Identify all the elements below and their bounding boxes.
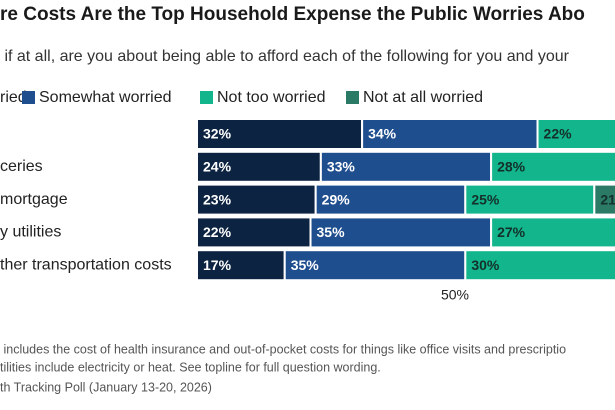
legend-label: Somewhat worried [39,89,172,106]
bar-segment [536,118,615,150]
value-label: 29% [322,191,351,207]
bar-segment [319,150,493,183]
chart-title: re Costs Are the Top Household Expense t… [0,4,585,25]
value-label: 21% [600,191,615,207]
value-label: 24% [203,159,232,175]
value-label: 34% [368,126,397,142]
value-label: 28% [497,159,526,175]
bar-segment [490,150,615,183]
bar-segment [196,150,322,183]
bar-segment [464,249,615,282]
bar-segment [309,216,493,249]
bar-segment [283,249,467,282]
value-label: 30% [471,257,500,273]
bar-segment [361,118,539,150]
category-label: ther transportation costs [0,256,172,273]
legend-label: ried [0,89,27,106]
value-label: 23% [203,191,232,207]
bar-segment [593,183,615,216]
category-label: ceries [0,158,43,175]
footnote: th Tracking Poll (January 13-20, 2026) [0,380,212,394]
legend-swatch [22,91,35,104]
value-label: 33% [327,159,356,175]
value-label: 27% [497,224,526,240]
bar-segment [490,216,615,249]
value-label: 35% [317,224,346,240]
bar-segment [464,183,596,216]
bar-segment [196,216,312,249]
footnote: includes the cost of health insurance an… [0,342,566,356]
x-tick-label: 50% [441,287,469,303]
legend-swatch [200,91,213,104]
value-label: 17% [203,257,232,273]
value-label: 22% [544,126,573,142]
footnote: tilities include electricity or heat. Se… [0,360,381,374]
legend-label: Not at all worried [363,89,483,106]
value-label: 25% [471,191,500,207]
legend-swatch [346,91,359,104]
category-label: y utilities [0,224,61,241]
chart-subtitle: if at all, are you about being able to a… [0,48,570,65]
value-label: 35% [291,257,320,273]
category-label: mortgage [0,191,68,208]
value-label: 22% [203,224,232,240]
value-label: 32% [203,126,232,142]
legend-label: Not too worried [217,89,326,106]
